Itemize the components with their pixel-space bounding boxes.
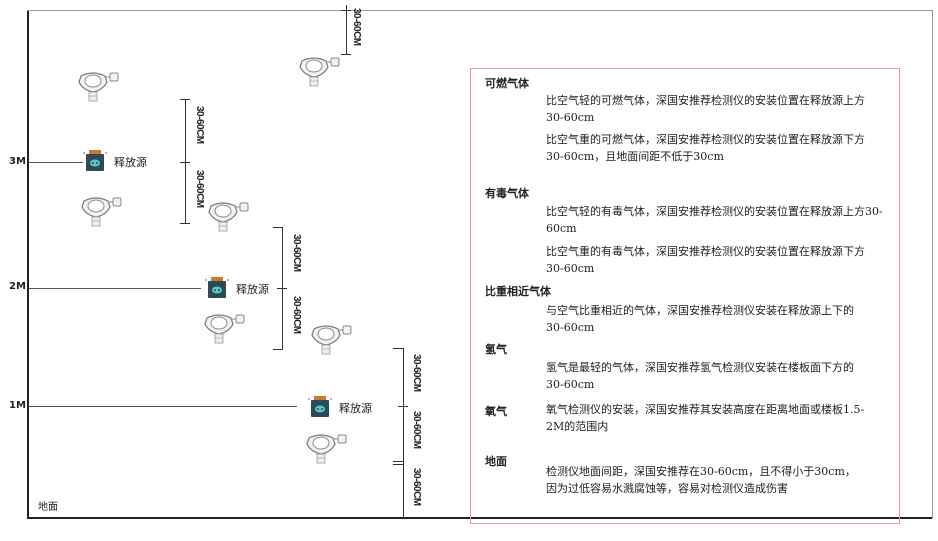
dim-label: 30-60CM [194, 170, 205, 208]
installation-guidelines-panel: 可燃气体 比空气轻的可燃气体，深国安推荐检测仪的安装位置在释放源上方30-60c… [470, 68, 900, 524]
dim-tick [180, 162, 190, 163]
dim-label: 30-60CM [411, 354, 422, 392]
dim-line-1m [403, 348, 404, 518]
level-2m-line [29, 288, 201, 289]
heading-hydrogen: 氢气 [485, 343, 507, 356]
level-3m: 3M [9, 156, 26, 167]
dim-tick [393, 464, 403, 465]
heading-oxygen: 氧气 [485, 405, 507, 418]
gas-detector-icon [80, 195, 122, 227]
dim-tick [398, 406, 408, 407]
heading-ground: 地面 [485, 455, 507, 468]
dim-tick [277, 288, 287, 289]
level-3m-line [29, 162, 83, 163]
gas-detector-icon [298, 55, 340, 87]
dim-tick [393, 348, 403, 349]
heading-toxic: 有毒气体 [485, 187, 529, 200]
dim-label: 30-60CM [411, 468, 422, 506]
dim-tick [273, 349, 283, 350]
dim-tick [393, 461, 403, 462]
heading-similar-density: 比重相近气体 [485, 285, 551, 298]
right-border [932, 10, 933, 518]
text-similar-density: 与空气比重相近的气体，深国安推荐检测仪安装在释放源上下的30-60cm [546, 304, 854, 334]
dim-label: 30-60CM [291, 234, 302, 272]
text-ground: 检测仪地面间距，深国安推荐在30-60cm，且不得小于30cm，因为过低容易水溅… [546, 465, 856, 495]
text-combustible-light: 比空气轻的可燃气体，深国安推荐检测仪的安装位置在释放源上方30-60cm [546, 94, 865, 124]
text-toxic-heavy: 比空气重的有毒气体，深国安推荐检测仪的安装位置在释放源下方30-60cm [546, 245, 865, 275]
gas-detector-icon [305, 432, 347, 464]
dim-line-top [346, 5, 347, 55]
text-combustible-heavy: 比空气重的可燃气体，深国安推荐检测仪的安装位置在释放源下方30-60cm，且地面… [546, 133, 865, 163]
dim-label: 30-60CM [411, 411, 422, 449]
release-source-label: 释放源 [236, 283, 269, 296]
release-source-icon [308, 396, 332, 417]
gas-detector-icon [310, 323, 352, 355]
release-source-icon [83, 150, 107, 171]
ground-label: 地面 [38, 502, 58, 513]
dim-label: 30-60CM [351, 8, 362, 46]
gas-detector-icon [203, 312, 245, 344]
gas-detector-icon [77, 70, 119, 102]
ceiling-line [27, 10, 932, 11]
text-oxygen: 氧气检测仪的安装，深国安推荐其安装高度在距离地面或楼板1.5-2M的范围内 [546, 403, 865, 433]
height-axis [27, 10, 29, 518]
dim-tick [180, 223, 190, 224]
dim-line-3m [185, 99, 186, 224]
text-hydrogen: 氢气是最轻的气体，深国安推荐氢气检测仪安装在楼板面下方的30-60cm [546, 361, 854, 391]
level-1m: 1M [9, 400, 26, 411]
release-source-icon [205, 277, 229, 298]
dim-tick [273, 227, 283, 228]
level-1m-line [29, 406, 297, 407]
dim-label: 30-60CM [194, 106, 205, 144]
dim-tick [180, 99, 190, 100]
text-toxic-light: 比空气轻的有毒气体，深国安推荐检测仪的安装位置在释放源上方30-60cm [546, 205, 883, 235]
release-source-label: 释放源 [114, 156, 147, 169]
heading-combustible: 可燃气体 [485, 77, 529, 90]
dim-tick [341, 54, 351, 55]
gas-detector-icon [207, 200, 249, 232]
ground-line [27, 517, 932, 519]
release-source-label: 释放源 [339, 402, 372, 415]
level-2m: 2M [9, 281, 26, 292]
dim-tick [341, 10, 351, 11]
dim-label: 30-60CM [291, 296, 302, 334]
